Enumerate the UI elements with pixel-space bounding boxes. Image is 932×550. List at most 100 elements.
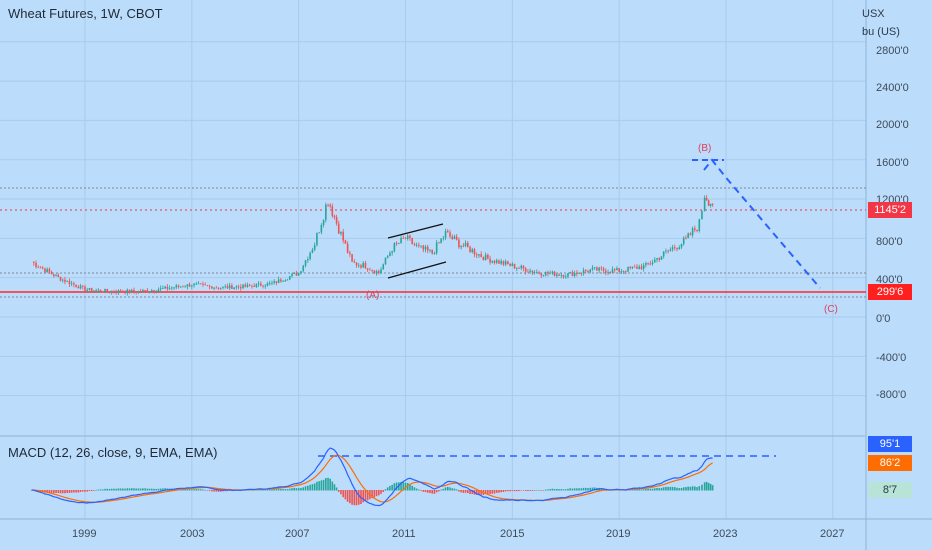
candle-body (355, 262, 358, 266)
candle-body (689, 233, 692, 236)
macd-histogram-bar (195, 489, 198, 491)
candle-body (446, 230, 449, 233)
macd-histogram-bar (275, 489, 278, 491)
candle-body (320, 225, 323, 233)
candle-body (377, 271, 380, 274)
candle-body (206, 285, 209, 286)
candle-body (529, 270, 531, 272)
candle-body (518, 267, 520, 269)
candle-body (591, 267, 594, 270)
macd-histogram-bar (97, 489, 100, 491)
macd-histogram-bar (418, 489, 420, 491)
chart-title: Wheat Futures, 1W, CBOT (8, 6, 163, 21)
candle-body (469, 246, 471, 253)
candle-body (295, 272, 298, 276)
macd-histogram-bar (573, 488, 576, 491)
macd-histogram-bar (355, 490, 358, 506)
macd-histogram-bar (93, 490, 95, 491)
macd-histogram-bar (558, 489, 560, 491)
macd-histogram-bar (342, 490, 344, 498)
candle-body (638, 266, 640, 269)
candle-body (460, 245, 462, 248)
macd-histogram-bar (504, 490, 507, 492)
candle-body (246, 284, 249, 287)
candle-body (366, 268, 369, 270)
macd-histogram-bar (580, 488, 583, 491)
macd-histogram-bar (128, 488, 131, 491)
candle-body (489, 258, 491, 263)
candle-body (636, 266, 638, 269)
macd-histogram-bar (518, 490, 520, 492)
candle-body (137, 291, 140, 293)
candle-body (384, 257, 387, 265)
candle-body (288, 276, 291, 280)
macd-histogram-bar (440, 489, 442, 491)
candle-body (444, 230, 447, 238)
macd-histogram-bar (204, 489, 206, 491)
wave-b-label: (B) (698, 143, 712, 154)
macd-histogram-bar (553, 489, 556, 491)
macd-histogram-bar (86, 490, 89, 492)
candle-body (286, 279, 289, 281)
candle-body (126, 289, 129, 294)
candle-body (511, 263, 514, 266)
candle-body (424, 246, 427, 250)
candle-body (678, 247, 681, 250)
candle-body (349, 252, 351, 255)
macd-histogram-bar (277, 488, 280, 491)
candle-body (369, 269, 371, 271)
macd-histogram-bar (703, 482, 706, 491)
candle-body (75, 284, 77, 287)
candle-body (500, 261, 503, 264)
candle-body (262, 285, 264, 287)
macd-histogram-bar (70, 490, 73, 493)
macd-histogram-bar (674, 487, 676, 491)
candle-body (211, 286, 213, 289)
macd-histogram-bar (64, 490, 66, 494)
macd-histogram-bar (316, 481, 318, 491)
price-tick: 0'0 (876, 313, 891, 325)
macd-histogram-bar (495, 490, 498, 493)
candle-body (50, 271, 53, 275)
candle-body (600, 267, 603, 269)
candle-body (226, 286, 229, 289)
candle-body (658, 258, 661, 260)
macd-histogram-bar (150, 488, 153, 491)
candle-body (453, 236, 456, 239)
candle-body (110, 291, 113, 293)
candle-body (242, 284, 244, 289)
candle-body (144, 289, 146, 291)
candle-body (422, 245, 425, 250)
candle-body (475, 254, 478, 256)
macd-histogram-bar (124, 488, 126, 491)
macd-histogram-bar (680, 488, 683, 491)
candle-body (667, 250, 669, 252)
candle-body (124, 292, 126, 294)
candle-body (442, 237, 445, 239)
candle-body (480, 254, 482, 257)
macd-histogram-bar (458, 490, 460, 492)
candle-body (53, 274, 55, 277)
macd-histogram-bar (591, 487, 594, 491)
candle-body (371, 270, 373, 271)
candle-body (351, 254, 353, 262)
candle-body (191, 285, 193, 287)
candle-body (395, 243, 398, 244)
candle-body (562, 274, 565, 277)
candle-body (268, 283, 271, 284)
macd-histogram-bar (335, 487, 338, 491)
macd-histogram-bar (451, 488, 454, 491)
macd-histogram-bar (333, 484, 336, 491)
candle-body (598, 267, 600, 271)
macd-histogram-bar (698, 486, 701, 491)
macd-histogram-bar (53, 490, 55, 494)
price-unit-top: USX (862, 8, 885, 20)
macd-histogram-bar (471, 490, 474, 495)
candle-body (582, 270, 585, 274)
candle-body (195, 283, 198, 285)
macd-histogram-bar (202, 489, 204, 491)
macd-histogram-bar (438, 490, 440, 492)
candle-body (440, 238, 442, 243)
macd-histogram-bar (542, 490, 545, 491)
